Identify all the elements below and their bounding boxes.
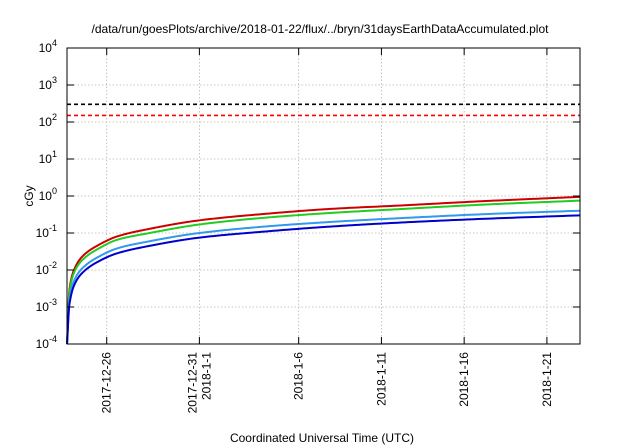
x-tick-label: 2018-1-6	[292, 352, 306, 400]
series-line	[66, 214, 581, 345]
x-tick-label: 2017-12-31	[185, 352, 199, 414]
grid-lines	[67, 48, 580, 344]
series-lines	[66, 195, 581, 345]
y-tick-label: 10-1	[36, 223, 57, 240]
series-line	[66, 195, 581, 345]
x-tick-labels: 2017-12-26 2017-12-31 2018-1-1 2018-1-6 2018…	[100, 48, 554, 413]
y-tick-label: 102	[39, 112, 57, 129]
y-tick-label: 10-2	[36, 260, 57, 277]
x-tick-label: 2017-12-26	[100, 352, 114, 414]
x-tick-label: 2018-1-11	[374, 352, 388, 406]
series-line	[66, 199, 581, 345]
y-tick-label: 104	[39, 38, 57, 55]
x-tick-label: 2018-1-16	[457, 352, 471, 407]
y-axis-label: cGy	[22, 185, 36, 206]
y-tick-label: 100	[39, 186, 57, 203]
y-tick-label: 10-3	[36, 297, 57, 314]
reference-lines	[67, 103, 580, 117]
y-tick-label: 10-4	[36, 334, 57, 351]
x-axis-label: Coordinated Universal Time (UTC)	[230, 431, 414, 445]
y-tick-label: 101	[39, 149, 57, 166]
x-tick-label: 2018-1-1	[199, 352, 213, 400]
x-tick-label: 2018-1-21	[540, 352, 554, 407]
y-tick-labels: 10-4 10-3 10-2 10-1 100 101 102 103 104	[36, 38, 580, 351]
chart-title: /data/run/goesPlots/archive/2018-01-22/f…	[92, 22, 550, 36]
y-tick-label: 103	[39, 75, 57, 92]
series-line	[66, 209, 581, 345]
